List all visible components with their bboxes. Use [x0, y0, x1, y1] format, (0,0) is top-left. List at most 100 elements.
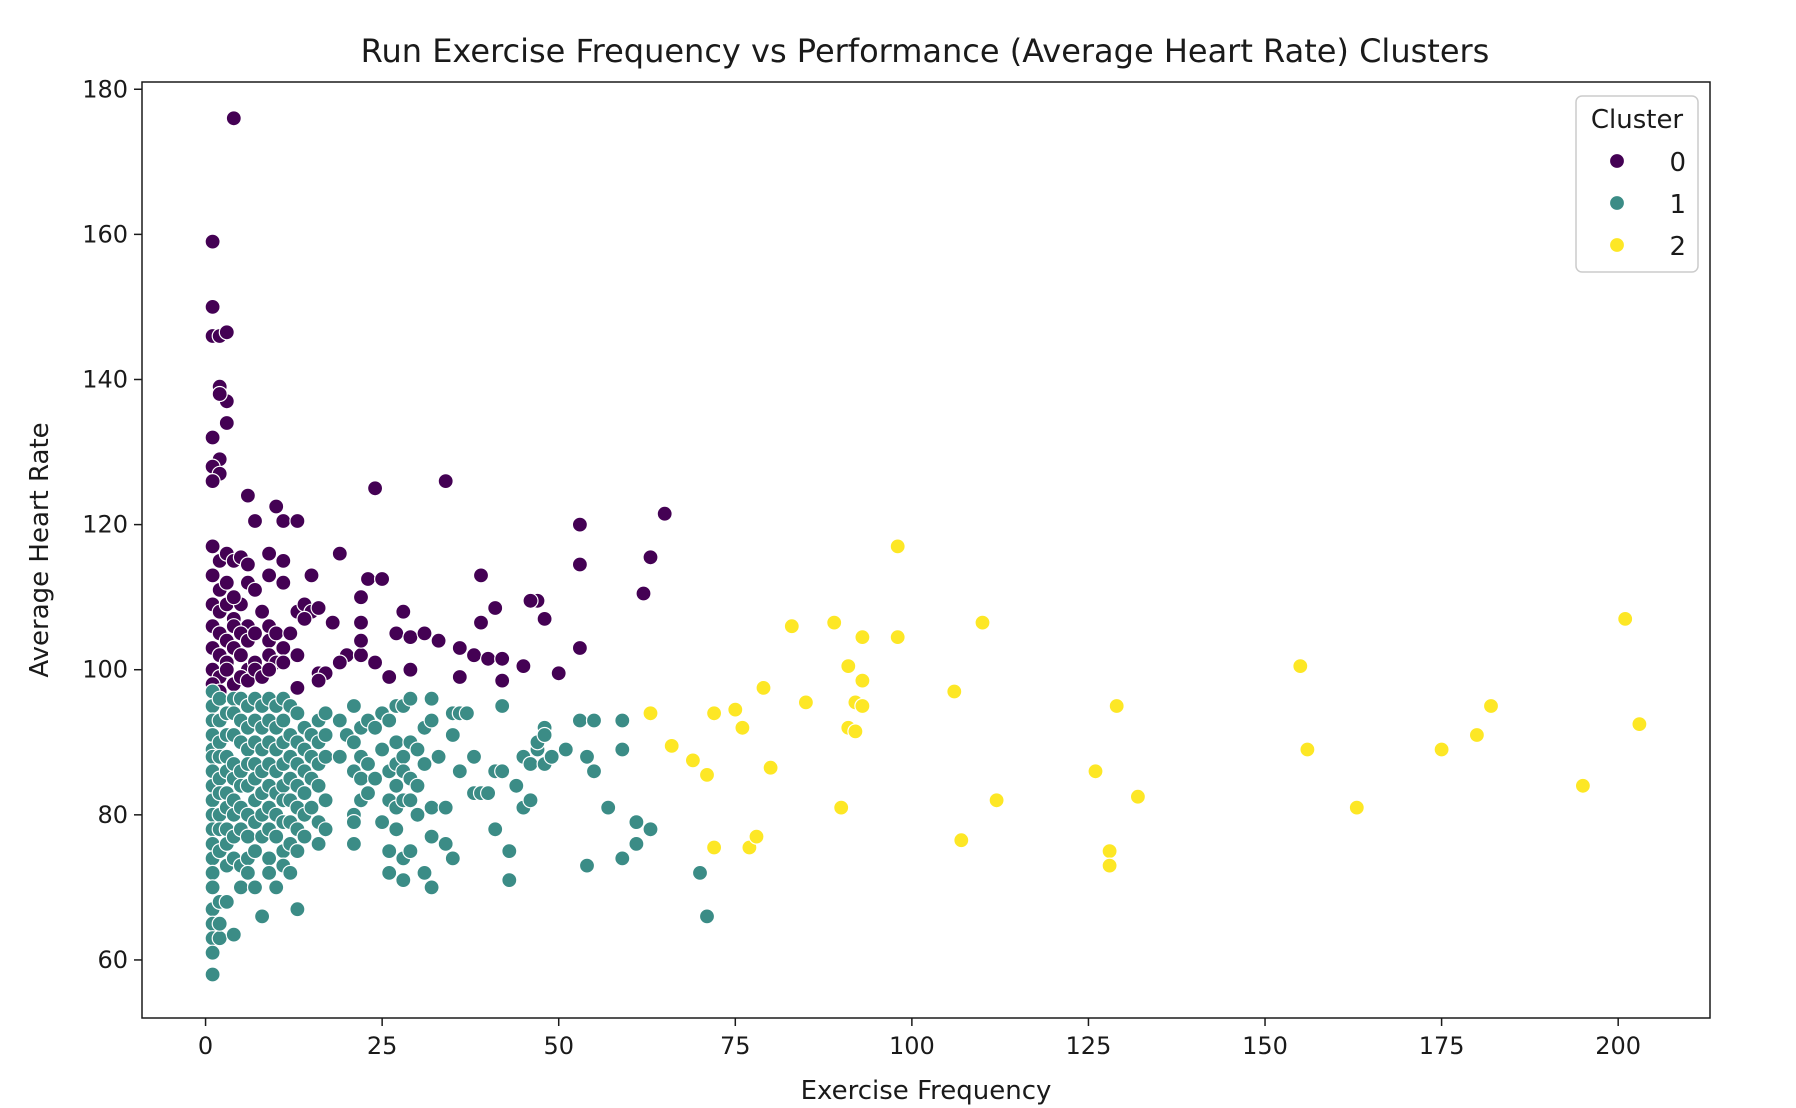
data-point — [494, 763, 511, 780]
data-point — [889, 628, 906, 646]
data-point — [472, 614, 490, 631]
data-point — [953, 832, 970, 849]
data-point — [395, 871, 412, 889]
data-point — [663, 737, 680, 755]
data-point — [381, 864, 398, 882]
data-point — [324, 614, 341, 631]
data-point — [557, 741, 574, 758]
data-point — [1129, 788, 1147, 805]
data-point — [1299, 741, 1316, 758]
data-point — [988, 792, 1005, 809]
data-point — [444, 726, 461, 744]
legend-label: 0 — [1669, 148, 1686, 178]
data-point — [946, 683, 963, 700]
data-point — [381, 668, 398, 686]
data-point — [268, 498, 285, 515]
data-point — [635, 585, 652, 602]
data-point — [204, 538, 221, 555]
data-point — [409, 777, 426, 794]
data-point — [317, 705, 334, 722]
y-tick-label: 80 — [97, 801, 128, 829]
data-point — [1087, 763, 1104, 780]
data-point — [734, 719, 751, 736]
data-point — [1292, 657, 1309, 675]
data-point — [797, 694, 815, 711]
data-point — [359, 755, 377, 773]
data-point — [345, 734, 362, 751]
data-point — [578, 857, 596, 874]
data-point — [246, 842, 264, 860]
data-point — [218, 661, 235, 678]
legend-title: Cluster — [1591, 105, 1684, 135]
data-point — [232, 647, 249, 664]
data-point — [204, 966, 221, 983]
data-point — [833, 799, 850, 816]
data-point — [367, 719, 384, 736]
data-point — [303, 567, 320, 584]
series-2 — [642, 538, 1648, 874]
data-point — [254, 603, 271, 620]
data-point — [783, 618, 800, 635]
data-point — [1101, 857, 1118, 874]
data-point — [331, 712, 348, 729]
data-point — [571, 516, 589, 533]
data-point — [472, 567, 490, 584]
data-point — [246, 581, 264, 599]
data-point — [268, 828, 285, 845]
data-point — [204, 429, 221, 446]
data-point — [275, 552, 292, 570]
data-point — [423, 828, 440, 845]
data-point — [451, 639, 468, 657]
data-point — [261, 864, 278, 882]
data-point — [691, 864, 709, 882]
data-point — [748, 828, 765, 845]
data-point — [614, 850, 631, 867]
data-point — [239, 487, 256, 504]
data-point — [614, 712, 631, 729]
data-point — [854, 672, 871, 689]
plot-frame — [141, 81, 1711, 1019]
data-point — [261, 661, 278, 678]
data-point — [317, 748, 334, 765]
legend-marker — [1608, 152, 1626, 170]
chart-title: Run Exercise Frequency vs Performance (A… — [361, 32, 1490, 70]
data-point — [501, 871, 518, 889]
data-point — [275, 712, 292, 729]
data-point — [296, 828, 313, 845]
x-tick-label: 175 — [1419, 1032, 1465, 1060]
data-point — [974, 614, 991, 631]
data-point — [402, 628, 419, 646]
data-point — [204, 233, 221, 250]
data-point — [1482, 697, 1500, 715]
data-point — [218, 414, 235, 432]
x-tick-label: 150 — [1242, 1032, 1288, 1060]
legend-label: 1 — [1669, 190, 1686, 220]
data-point — [600, 799, 617, 816]
data-point — [487, 599, 504, 617]
data-point — [847, 723, 864, 740]
data-point — [465, 647, 483, 664]
x-tick-label: 100 — [889, 1032, 935, 1060]
data-point — [480, 650, 497, 667]
data-point — [1617, 610, 1634, 628]
data-point — [522, 755, 539, 773]
data-point — [1631, 715, 1648, 733]
data-point — [451, 763, 468, 780]
data-point — [430, 748, 447, 765]
data-point — [367, 654, 384, 671]
data-point — [522, 792, 539, 809]
y-tick-label: 140 — [82, 365, 128, 393]
data-point — [430, 632, 447, 649]
data-point — [571, 639, 589, 657]
data-point — [571, 712, 589, 729]
data-point — [268, 879, 285, 896]
data-point — [218, 893, 235, 911]
data-point — [487, 821, 504, 838]
data-point — [437, 835, 454, 853]
data-point — [642, 821, 659, 838]
y-axis: 60 80 100 120 140 160 180 — [82, 75, 142, 974]
data-point — [289, 512, 306, 530]
data-point — [1433, 741, 1450, 758]
data-point — [345, 835, 362, 853]
data-point — [1101, 842, 1118, 860]
